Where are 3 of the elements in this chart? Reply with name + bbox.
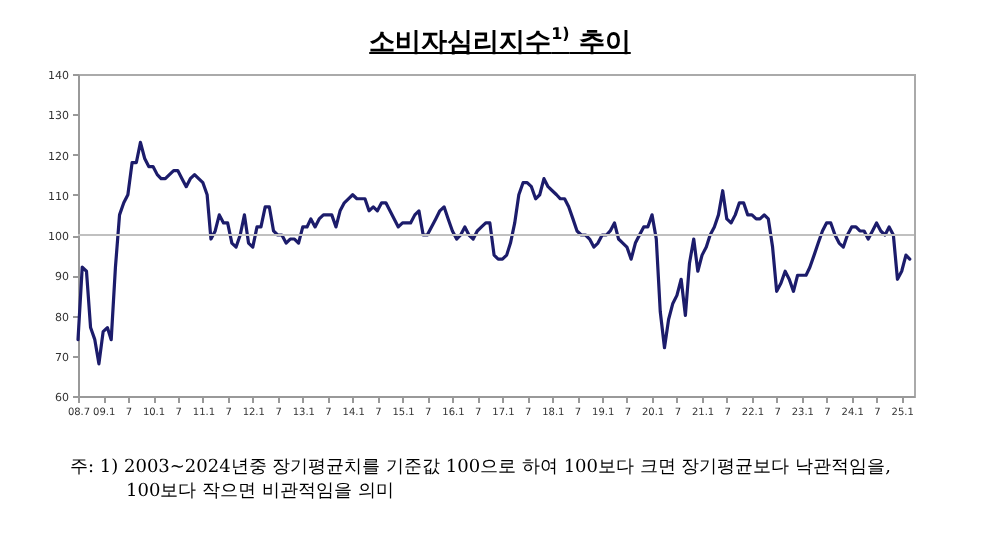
chart-title: 소비자심리지수$^{1)}$ 추이 xyxy=(369,25,631,58)
text: 주: 1) 2003~2024년중 장기평균치를 기준값 100으로 하여 100보다 크면 장기평균보다 낙관적임을, 100보다 작으면 비관적임을 의미 xyxy=(70,456,893,504)
line-series xyxy=(76,140,912,366)
